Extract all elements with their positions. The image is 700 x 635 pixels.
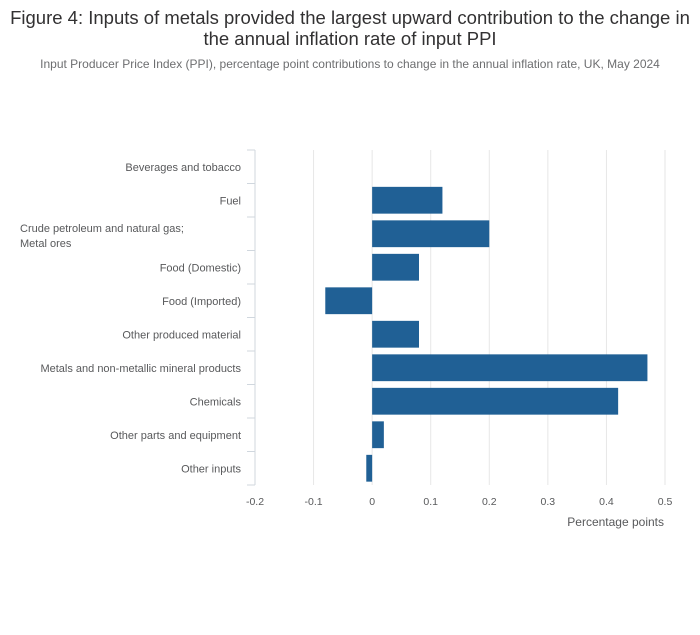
category-labels: Beverages and tobacco Fuel Crude petroleum… (20, 162, 241, 476)
category-label: Other inputs (181, 463, 241, 475)
x-tick-label: 0.4 (599, 496, 614, 508)
x-tick-label: 0.1 (423, 496, 438, 508)
bar (372, 387, 619, 415)
bar (366, 454, 373, 482)
x-tick-label: 0.2 (482, 496, 497, 508)
chart-title: Figure 4: Inputs of metals provided the … (10, 7, 690, 49)
category-label: Other parts and equipment (110, 430, 241, 442)
x-tick-label: -0.1 (305, 496, 323, 508)
bar (372, 220, 490, 248)
category-label: Food (Domestic) (160, 262, 241, 274)
x-tick-label: 0.5 (658, 496, 673, 508)
category-label: Chemicals (190, 396, 242, 408)
category-label: Beverages and tobacco (125, 162, 241, 174)
category-label: Crude petroleum and natural gas; Metal or… (20, 223, 184, 250)
bars (325, 153, 648, 482)
bar (372, 253, 419, 281)
x-tick-label: 0.3 (541, 496, 556, 508)
x-tick-label: 0 (369, 496, 375, 508)
category-label: Metals and non-metallic mineral products (40, 363, 241, 375)
category-label: Fuel (220, 195, 241, 207)
y-axis (247, 149, 256, 486)
gridlines (313, 150, 666, 485)
x-tick-label: -0.2 (246, 496, 264, 508)
chart-subtitle: Input Producer Price Index (PPI), percen… (40, 57, 660, 71)
category-label: Food (Imported) (162, 296, 241, 308)
bar (372, 421, 384, 449)
category-label: Other produced material (122, 329, 241, 341)
bar (372, 354, 648, 382)
x-axis-title: Percentage points (567, 515, 664, 529)
bar (372, 186, 443, 214)
bar (325, 287, 373, 315)
x-tick-labels: -0.2 -0.1 0 0.1 0.2 0.3 0.4 0.5 (246, 496, 672, 508)
bar (372, 320, 419, 348)
